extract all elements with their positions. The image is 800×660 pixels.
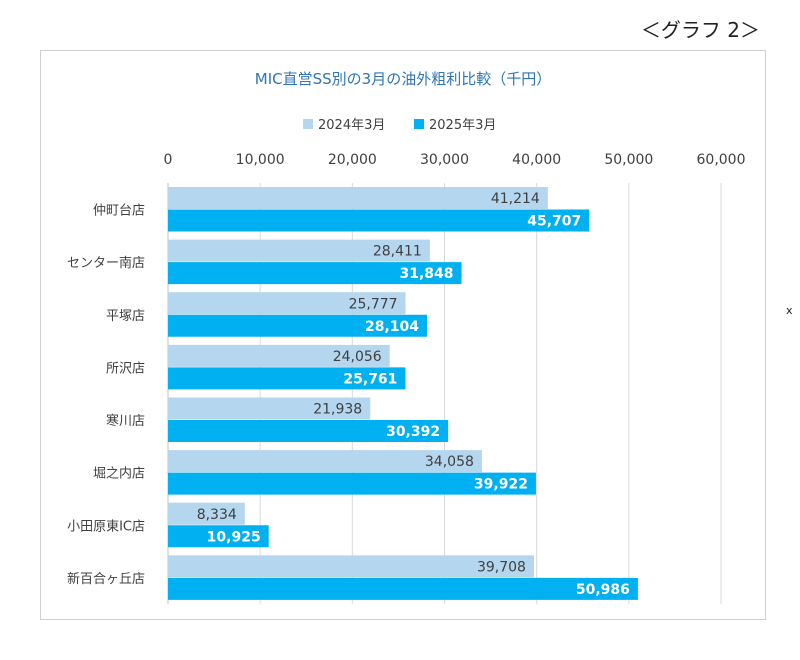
bar-2024	[168, 344, 390, 367]
bar-2024	[168, 555, 534, 578]
bar-2024	[168, 292, 406, 315]
value-label-2025: 31,848	[400, 266, 454, 282]
value-label-2024: 24,056	[333, 349, 382, 365]
bar-2025	[168, 262, 462, 285]
bar-2024	[168, 397, 371, 420]
x-tick-label: 0	[164, 152, 173, 168]
value-label-2024: 41,214	[491, 191, 540, 207]
chart-title: MIC直営SS別の3月の油外粗利比較（千円）	[255, 70, 551, 88]
graph-number-label: ＜グラフ 2＞	[640, 18, 760, 42]
bar-2025	[168, 209, 590, 232]
x-tick-label: 30,000	[420, 152, 469, 168]
value-label-2024: 28,411	[373, 244, 422, 260]
bar-2024	[168, 187, 548, 209]
side-mark: x	[786, 304, 793, 317]
x-tick-label: 10,000	[236, 152, 285, 168]
category-label: 新百合ヶ丘店	[67, 571, 145, 587]
bar-2024	[168, 450, 482, 473]
x-tick-label: 20,000	[328, 152, 377, 168]
x-tick-label: 60,000	[697, 152, 746, 168]
value-label-2025: 30,392	[386, 424, 440, 440]
category-label: 所沢店	[106, 361, 145, 376]
value-label-2024: 34,058	[425, 454, 474, 470]
bar-2024	[168, 239, 430, 262]
category-label: 平塚店	[106, 309, 145, 324]
category-label: センター南店	[67, 255, 145, 271]
bar-2025	[168, 420, 449, 442]
bar-2025	[168, 314, 428, 337]
x-axis-ticks: 0 10,000 20,000 30,000 40,000 50,000 60,000	[164, 152, 746, 168]
bar-2025	[168, 472, 536, 495]
bars	[168, 187, 638, 600]
legend-label-2025: 2025年3月	[429, 118, 496, 133]
category-label: 寒川店	[106, 413, 145, 429]
x-tick-label: 50,000	[604, 152, 653, 168]
category-label: 堀之内店	[93, 466, 145, 482]
legend-label-2024: 2024年3月	[318, 118, 385, 133]
legend: 2024年3月 2025年3月	[303, 118, 496, 133]
value-label-2024: 8,334	[197, 507, 237, 523]
category-label: 小田原東IC店	[67, 518, 145, 534]
bar-2024	[168, 502, 245, 525]
value-label-2024: 21,938	[313, 402, 362, 418]
value-label-2025: 39,922	[474, 477, 528, 493]
legend-swatch-2024	[303, 119, 313, 129]
value-label-2024: 39,708	[477, 559, 526, 575]
value-label-2025: 10,925	[207, 529, 261, 545]
value-label-2025: 28,104	[365, 319, 419, 335]
x-tick-label: 40,000	[512, 152, 561, 168]
value-label-2025: 25,761	[343, 371, 397, 387]
value-label-2024: 25,777	[349, 296, 398, 312]
bar-2025	[168, 525, 269, 548]
value-label-2025: 50,986	[576, 582, 630, 598]
category-label: 仲町台店	[93, 204, 145, 219]
bar-2025	[168, 577, 638, 600]
value-label-2025: 45,707	[527, 214, 581, 230]
legend-swatch-2025	[414, 119, 424, 129]
bar-2025	[168, 367, 406, 390]
